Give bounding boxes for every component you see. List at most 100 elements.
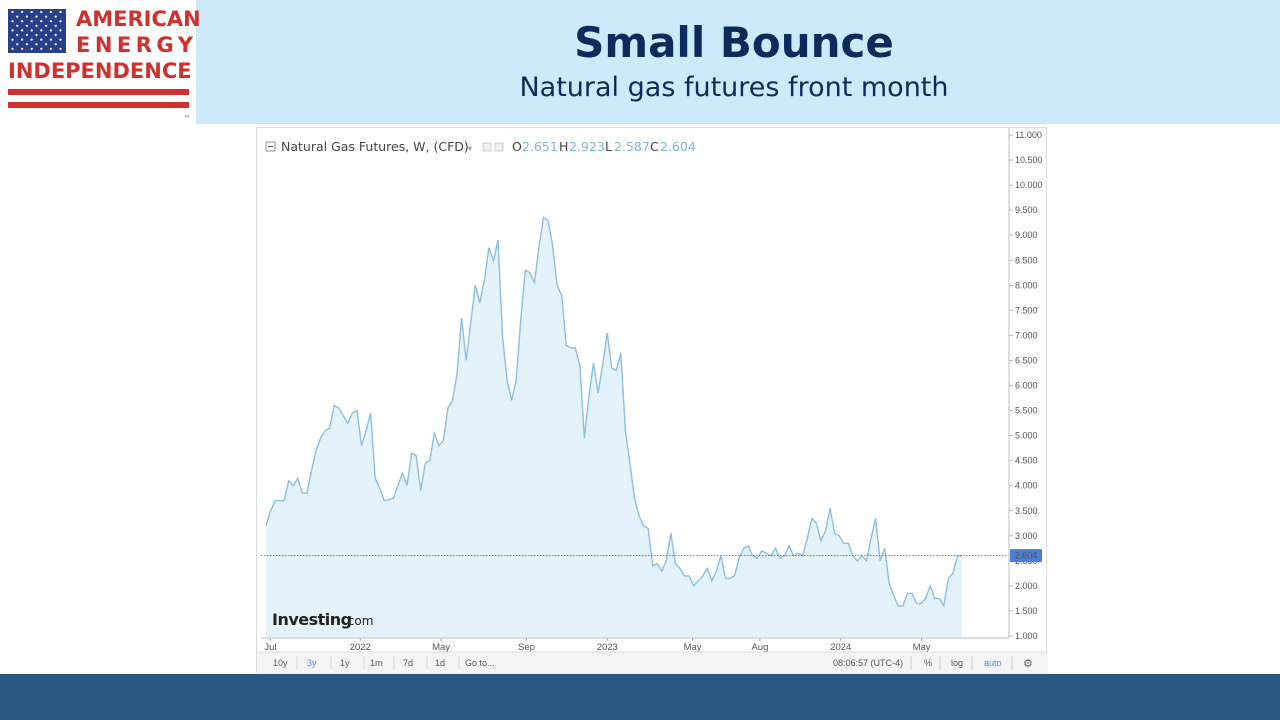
flag-star — [16, 43, 19, 46]
flag-star — [40, 10, 43, 14]
flag-star — [30, 47, 33, 50]
flag-icon: ™ — [8, 9, 190, 122]
high-label: H — [559, 139, 568, 154]
slide-subtitle: Natural gas futures front month — [519, 72, 949, 103]
x-tick-label: May — [432, 642, 450, 653]
logo-line-energy: ENERGY — [76, 33, 198, 57]
slide-title: Small Bounce — [574, 18, 894, 67]
y-axis: 1.0001.5002.0002.5003.0003.5004.0004.500… — [1009, 130, 1043, 641]
flag-star — [21, 20, 24, 23]
y-tick-label: 1.500 — [1015, 606, 1038, 616]
close-value: 2.604 — [660, 139, 696, 154]
log-toggle[interactable]: log — [951, 658, 963, 668]
legend[interactable]: Natural Gas Futures, W, (CFD) ▾ O 2.651 … — [265, 139, 696, 154]
flag-star — [54, 43, 57, 46]
flag-star — [49, 20, 53, 23]
flag-star — [30, 29, 33, 32]
range-button-7d[interactable]: 7d — [403, 658, 413, 668]
flag-star — [40, 20, 43, 23]
range-button-10y[interactable]: 10y — [273, 658, 288, 668]
flag-star — [49, 29, 53, 32]
slide-header — [196, 0, 1280, 124]
flag-star — [35, 15, 38, 18]
last-price-badge: 2.604 — [1010, 549, 1042, 563]
watermark-brand: Investing — [272, 610, 352, 629]
y-tick-label: 3.000 — [1015, 531, 1038, 541]
close-label: C — [650, 139, 659, 154]
y-tick-label: 8.000 — [1015, 280, 1038, 290]
settings-icon[interactable] — [482, 142, 492, 152]
last-price-label: 2.604 — [1015, 551, 1038, 561]
range-buttons[interactable]: 10y 3y 1y 1m 7d 1d — [273, 656, 460, 670]
flag-star — [49, 10, 53, 14]
trademark: ™ — [184, 115, 190, 122]
slide-footer — [0, 674, 1280, 720]
x-tick-label: 2024 — [830, 642, 851, 653]
y-tick-label: 1.000 — [1015, 631, 1038, 641]
y-tick-label: 5.500 — [1015, 406, 1038, 416]
flag-star — [59, 29, 62, 32]
x-tick-label: Jul — [264, 642, 276, 653]
y-tick-label: 8.500 — [1015, 255, 1038, 265]
eye-icon[interactable] — [494, 142, 504, 152]
x-tick-label: Sep — [518, 642, 535, 653]
flag-star — [45, 24, 48, 27]
flag-star — [59, 10, 62, 14]
chart-panel[interactable]: 1.0001.5002.0002.5003.0003.5004.0004.500… — [256, 127, 1048, 674]
y-tick-label: 10.000 — [1015, 180, 1043, 190]
x-tick-label: 2023 — [597, 642, 618, 653]
flag-star — [11, 47, 14, 50]
flag-star — [59, 20, 62, 23]
goto-button[interactable]: Go to... — [465, 658, 495, 668]
range-button-3y[interactable]: 3y — [307, 658, 317, 668]
range-button-1y[interactable]: 1y — [340, 658, 350, 668]
high-value: 2.923 — [569, 139, 605, 154]
flag-star — [25, 15, 28, 18]
flag-star — [49, 47, 53, 50]
low-value: 2.587 — [614, 139, 650, 154]
low-label: L — [605, 139, 612, 154]
flag-star — [11, 10, 14, 14]
x-tick-label: 2022 — [350, 642, 371, 653]
logo-line-american: AMERICAN — [76, 7, 201, 31]
y-tick-label: 4.000 — [1015, 481, 1038, 491]
flag-star — [21, 38, 24, 41]
flag-star — [45, 15, 48, 18]
flag-star — [30, 10, 33, 14]
gear-icon[interactable]: ⚙ — [1023, 657, 1033, 670]
flag-star — [30, 38, 33, 41]
y-tick-label: 6.500 — [1015, 355, 1038, 365]
flag-star — [21, 29, 24, 32]
price-area — [266, 217, 962, 637]
flag-star — [16, 33, 19, 37]
flag-star — [59, 38, 62, 41]
flag-star — [40, 29, 43, 32]
watermark-suffix: .com — [344, 614, 373, 628]
open-value: 2.651 — [522, 139, 558, 154]
flag-star — [11, 29, 14, 32]
x-tick-label: May — [913, 642, 931, 653]
flag-star — [45, 33, 48, 37]
auto-toggle[interactable]: auto — [984, 658, 1002, 668]
y-tick-label: 11.000 — [1015, 130, 1042, 140]
x-tick-label: May — [684, 642, 702, 653]
flag-star — [25, 33, 28, 37]
flag-star — [16, 24, 19, 27]
flag-star — [25, 24, 28, 27]
logo: ™ AMERICAN ENERGY INDEPENDENCE — [0, 0, 201, 124]
range-button-1d[interactable]: 1d — [435, 658, 445, 668]
clock-readout: 08:06:57 (UTC-4) — [833, 658, 903, 668]
y-tick-label: 4.500 — [1015, 456, 1038, 466]
percent-toggle[interactable]: % — [924, 658, 932, 668]
range-button-1m[interactable]: 1m — [370, 658, 383, 668]
flag-star — [16, 15, 19, 18]
y-tick-label: 5.000 — [1015, 431, 1038, 441]
flag-star — [54, 33, 57, 37]
y-tick-label: 10.500 — [1015, 155, 1043, 165]
flag-star — [30, 20, 33, 23]
flag-star — [25, 43, 28, 46]
price-chart[interactable]: 1.0001.5002.0002.5003.0003.5004.0004.500… — [257, 128, 1048, 674]
chevron-down-icon[interactable]: ▾ — [468, 144, 472, 153]
flag-star — [11, 38, 14, 41]
flag-star — [35, 24, 38, 27]
